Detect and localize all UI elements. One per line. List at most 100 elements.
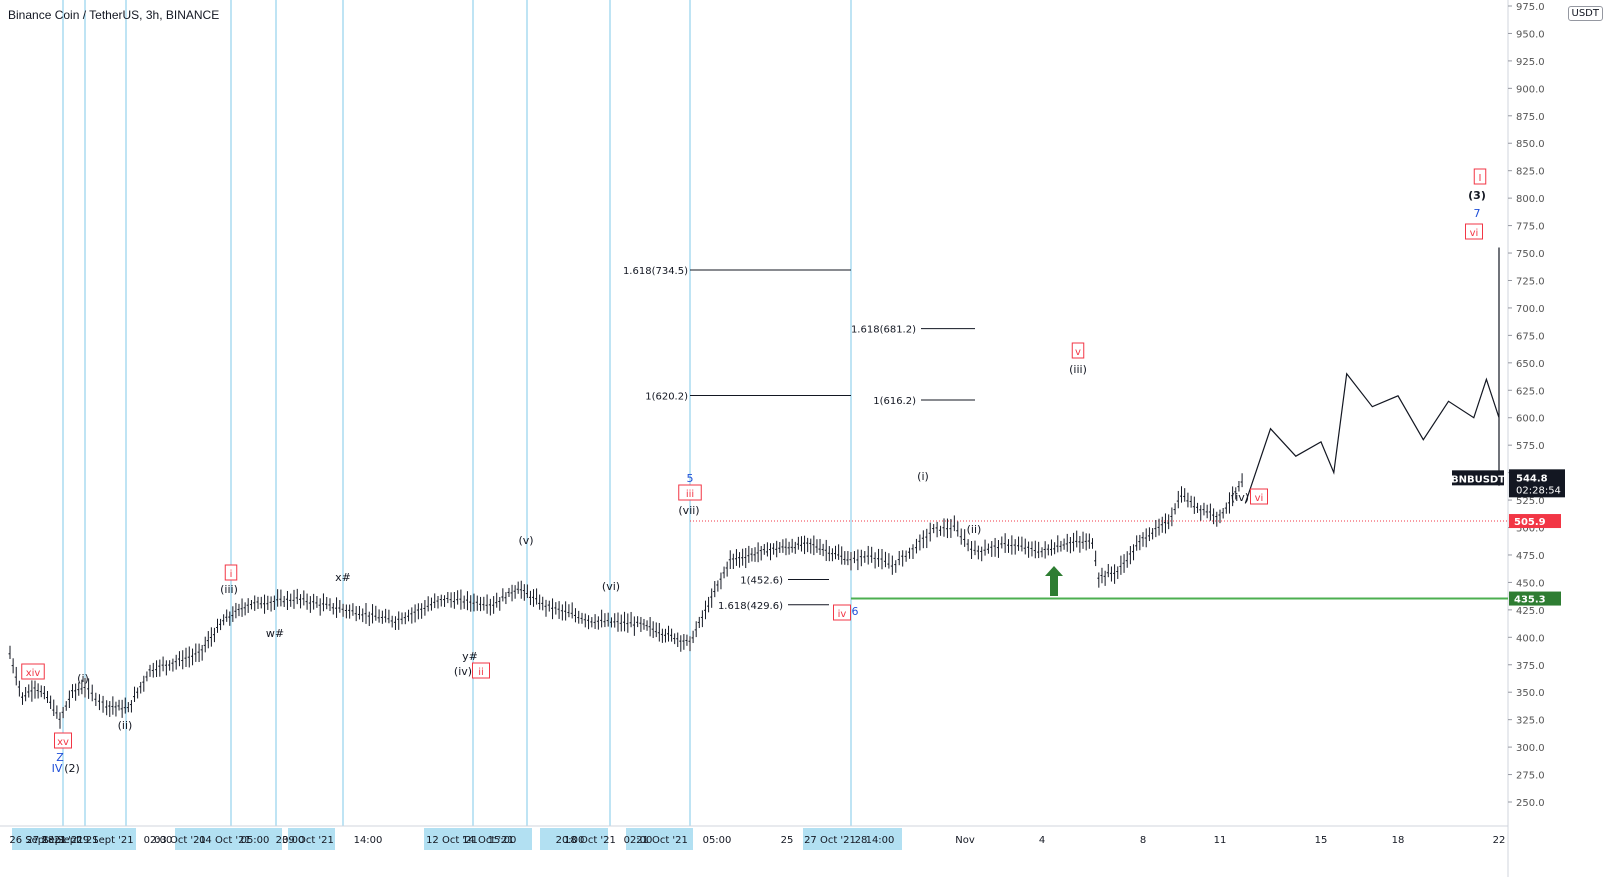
wave-label: (iv) xyxy=(1231,491,1249,504)
y-tick-label: 825.0 xyxy=(1516,167,1545,178)
y-tick-label: 375.0 xyxy=(1516,661,1545,672)
x-axis-highlight-band xyxy=(12,828,136,850)
x-tick-label: 15:00 xyxy=(488,835,517,846)
x-tick-label: 11 xyxy=(1214,835,1227,846)
currency-badge[interactable]: USDT xyxy=(1567,6,1603,21)
x-tick-label: 20:00 xyxy=(556,835,585,846)
x-axis-highlight-band xyxy=(424,828,532,850)
symbol-tag: BNBUSDT xyxy=(1451,474,1505,485)
x-tick-label: 14:00 xyxy=(354,835,383,846)
y-tick-label: 525.0 xyxy=(1516,496,1545,507)
wave-label: (3) xyxy=(1468,189,1486,202)
wave-label: (i) xyxy=(77,672,89,685)
x-axis-highlight-band xyxy=(626,828,693,850)
y-tick-label: 950.0 xyxy=(1516,29,1545,40)
y-tick-label: 700.0 xyxy=(1516,304,1545,315)
x-tick-label: 21 Oct '21 xyxy=(636,835,688,846)
y-tick-label: 750.0 xyxy=(1516,249,1545,260)
wave-label: (2) xyxy=(64,762,80,775)
x-tick-label: 03 Oct '21 xyxy=(154,835,206,846)
wave-label: xv xyxy=(57,737,69,748)
y-tick-label: 875.0 xyxy=(1516,112,1545,123)
level-green-tag: 435.3 xyxy=(1514,595,1546,606)
wave-label: (ii) xyxy=(967,523,982,536)
chart-title: Binance Coin / TetherUS, 3h, BINANCE xyxy=(8,8,220,22)
wave-label: v xyxy=(1075,347,1081,358)
y-tick-label: 275.0 xyxy=(1516,771,1545,782)
wave-label: i xyxy=(230,569,233,580)
wave-label-box xyxy=(472,662,490,679)
wave-label: 6 xyxy=(852,605,859,618)
y-tick-label: 500.0 xyxy=(1516,524,1545,535)
x-axis-highlight-band xyxy=(803,828,902,850)
wave-label: y# xyxy=(462,650,478,663)
x-axis-highlight-band xyxy=(288,828,335,850)
wave-label: vi xyxy=(1470,228,1479,239)
x-tick-label: 15 xyxy=(1315,835,1328,846)
fib-level-label: 1(620.2) xyxy=(645,392,688,403)
x-tick-label: 14 Oct '21 xyxy=(462,835,514,846)
wave-label: iii xyxy=(686,489,694,500)
level-green-tag-bg xyxy=(1509,591,1561,606)
wave-label: (iii) xyxy=(1069,363,1087,376)
wave-label: 5 xyxy=(687,472,694,485)
wave-label: (i) xyxy=(917,470,929,483)
wave-label-box xyxy=(833,604,851,621)
wave-label-box xyxy=(678,484,702,501)
fib-level-label: 1.618(681.2) xyxy=(851,325,916,336)
x-tick-label: 27 Oct '21 xyxy=(804,835,856,846)
wave-label: (vi) xyxy=(602,580,620,593)
y-tick-label: 475.0 xyxy=(1516,551,1545,562)
y-tick-label: 300.0 xyxy=(1516,743,1545,754)
x-tick-label: 28 xyxy=(855,835,868,846)
y-tick-label: 675.0 xyxy=(1516,331,1545,342)
y-tick-label: 600.0 xyxy=(1516,414,1545,425)
wave-label-box xyxy=(1465,223,1483,240)
x-tick-label: 26 Sept '21 xyxy=(9,835,66,846)
y-tick-label: 325.0 xyxy=(1516,716,1545,727)
x-tick-label: 28 Sept '21 xyxy=(41,835,98,846)
x-axis-highlight-band xyxy=(175,828,282,850)
y-tick-label: 250.0 xyxy=(1516,798,1545,809)
projection-path xyxy=(1244,247,1500,504)
fib-level-label: 1.618(734.5) xyxy=(623,266,688,277)
x-tick-label: 14:00 xyxy=(866,835,895,846)
x-tick-label: 09 Oct '21 xyxy=(282,835,334,846)
fib-level-label: 1(452.6) xyxy=(740,576,783,587)
x-tick-label: 05:00 xyxy=(241,835,270,846)
x-tick-label: 8 xyxy=(1140,835,1146,846)
y-tick-label: 650.0 xyxy=(1516,359,1545,370)
level-red-tag: 505.9 xyxy=(1514,517,1546,528)
x-tick-label: 02:00 xyxy=(144,835,173,846)
x-tick-label: 4 xyxy=(1039,835,1045,846)
countdown: 02:28:54 xyxy=(1516,485,1561,496)
wave-label: 7 xyxy=(1474,207,1481,220)
y-tick-label: 425.0 xyxy=(1516,606,1545,617)
y-tick-label: 400.0 xyxy=(1516,633,1545,644)
x-tick-label: 22 xyxy=(1493,835,1506,846)
wave-label: (ii) xyxy=(118,719,133,732)
wave-label: I xyxy=(1479,173,1482,184)
y-tick-label: 925.0 xyxy=(1516,57,1545,68)
x-tick-label: 23:00 xyxy=(276,835,305,846)
wave-label: (v) xyxy=(518,534,533,547)
wave-label: (iv) xyxy=(454,665,472,678)
last-price-bg xyxy=(1509,469,1565,498)
y-tick-label: 625.0 xyxy=(1516,386,1545,397)
x-tick-label: 04 Oct '21 xyxy=(199,835,251,846)
wave-label: vi xyxy=(1255,493,1264,504)
y-tick-label: 775.0 xyxy=(1516,222,1545,233)
wave-label-box xyxy=(21,663,45,680)
wave-label: iv xyxy=(838,609,847,620)
y-tick-label: 350.0 xyxy=(1516,688,1545,699)
wave-label-box xyxy=(1250,488,1268,505)
x-axis-highlight-band xyxy=(540,828,608,850)
wave-label-box xyxy=(224,564,238,581)
x-tick-label: 18 Oct '21 xyxy=(564,835,616,846)
wave-label-box xyxy=(1473,168,1487,185)
wave-label: x# xyxy=(335,571,351,584)
wave-label: Z xyxy=(56,751,64,764)
up-arrow-icon xyxy=(1045,565,1063,596)
x-tick-label: 27 Sept '21 xyxy=(26,835,83,846)
